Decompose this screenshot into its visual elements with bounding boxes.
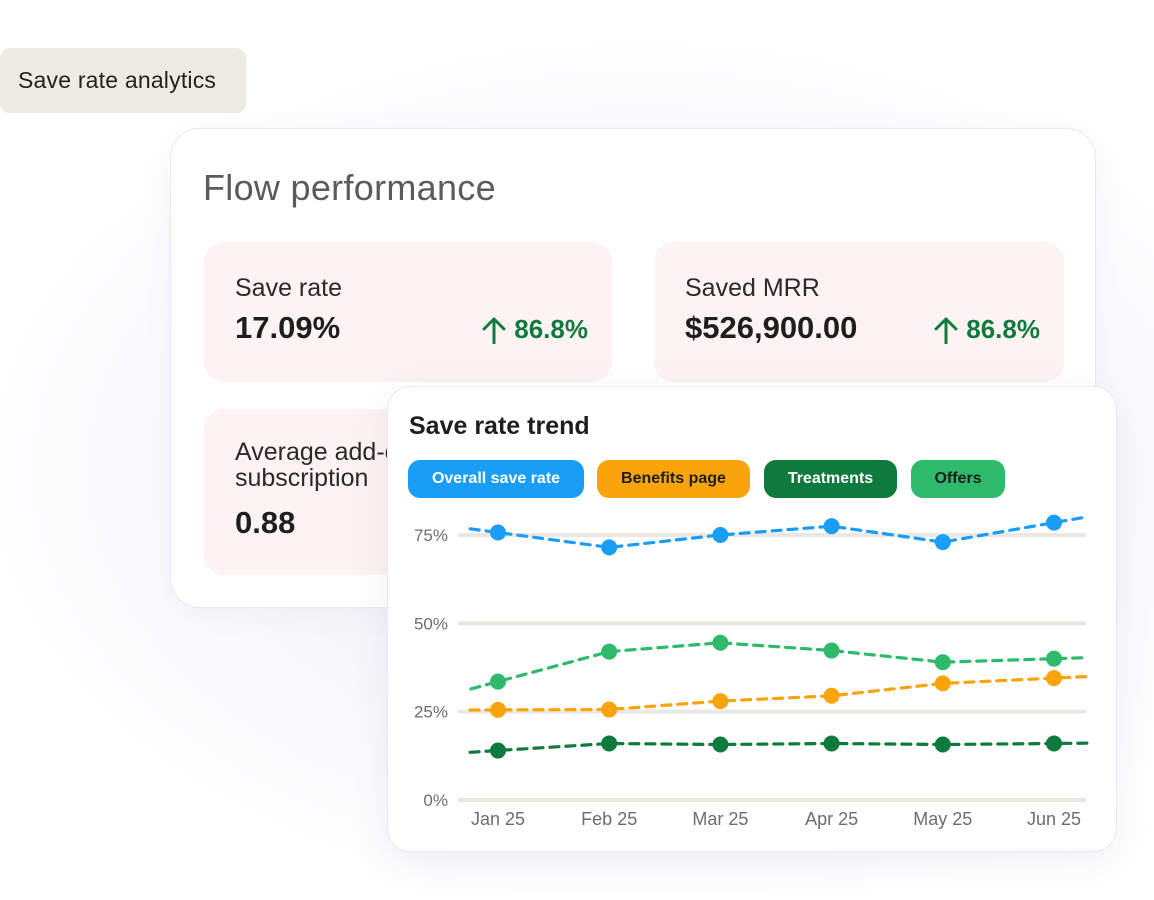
data-point [823, 642, 840, 659]
series-line-treatments [468, 741, 1090, 754]
data-point [601, 539, 618, 556]
save-rate-card: Save rate 17.09% 86.8% [204, 242, 612, 382]
save-rate-value: 17.09% [235, 310, 341, 345]
x-tick-label: Mar 25 [692, 809, 748, 829]
trend-title: Save rate trend [409, 412, 590, 440]
data-point [490, 673, 506, 690]
filter-benefits-page[interactable]: Benefits page [597, 460, 750, 498]
data-point [823, 518, 840, 535]
data-point [712, 736, 729, 753]
data-point [823, 735, 840, 752]
filter-offers[interactable]: Offers [911, 460, 1005, 498]
saved-mrr-label: Saved MRR [685, 274, 820, 302]
flow-performance-card: Flow performance Save rate 17.09% 86.8% … [170, 128, 1096, 608]
y-tick-label: 75% [414, 526, 448, 545]
y-tick-label: 25% [414, 703, 448, 722]
save-rate-change: 86.8% [482, 314, 588, 345]
data-point [1046, 650, 1062, 667]
x-tick-label: Apr 25 [805, 809, 858, 829]
section-tag: Save rate analytics [0, 48, 246, 113]
data-point [601, 735, 618, 752]
filter-treatments[interactable]: Treatments [764, 460, 897, 498]
saved-mrr-card: Saved MRR $526,900.00 86.8% [654, 242, 1064, 382]
series-line-offers [469, 641, 1090, 691]
average-addons-value: 0.88 [235, 505, 296, 540]
y-tick-label: 0% [423, 791, 448, 810]
data-point [1046, 670, 1062, 687]
flow-performance-title: Flow performance [203, 167, 496, 208]
data-point [490, 742, 506, 759]
arrow-up-icon [482, 317, 506, 344]
saved-mrr-change: 86.8% [934, 314, 1040, 345]
data-point [712, 693, 729, 710]
data-point [934, 654, 951, 671]
data-point [601, 643, 618, 660]
data-point [712, 527, 729, 543]
data-point [934, 534, 951, 551]
save-rate-trend-card: Save rate trend Overall save rate Benefi… [387, 386, 1117, 852]
data-point [934, 736, 951, 753]
x-tick-label: Feb 25 [581, 809, 637, 829]
data-point [823, 687, 840, 704]
average-addons-label: Average add-ons per subscription [235, 438, 469, 492]
data-point [712, 634, 729, 651]
x-tick-label: Jan 25 [471, 809, 525, 829]
filter-overall-save-rate[interactable]: Overall save rate [408, 460, 584, 498]
arrow-up-icon [934, 317, 958, 344]
saved-mrr-value: $526,900.00 [685, 310, 858, 345]
x-tick-label: Jun 25 [1027, 809, 1081, 829]
data-point [490, 701, 506, 718]
series-line-benefits-page [468, 674, 1090, 712]
save-rate-trend-chart: 0% 25% 50% 75% Jan 25 Feb 25 Mar 25 Apr 25 May 2… [414, 514, 1090, 829]
save-rate-change-value: 86.8% [514, 314, 588, 344]
save-rate-label: Save rate [235, 274, 343, 302]
data-point [934, 675, 951, 692]
x-tick-label: May 25 [913, 809, 972, 829]
series-line-overall-save-rate [468, 515, 1090, 550]
y-tick-label: 50% [414, 614, 448, 633]
data-point [601, 701, 618, 718]
data-point [1046, 735, 1062, 752]
data-point [1046, 514, 1062, 531]
saved-mrr-change-value: 86.8% [966, 314, 1040, 344]
data-point [490, 524, 506, 541]
